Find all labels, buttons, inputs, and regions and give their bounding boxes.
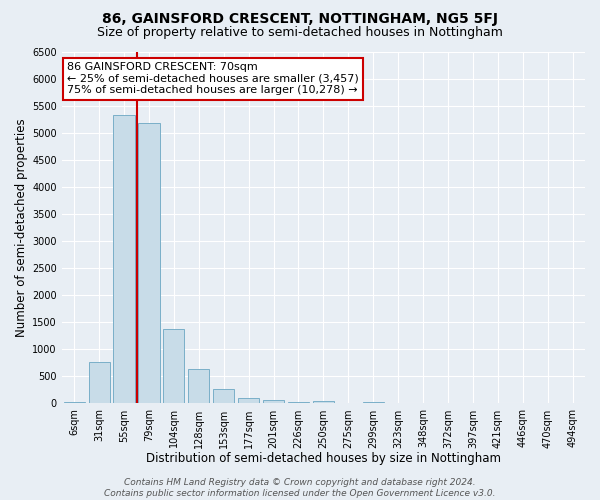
- Bar: [188, 370, 209, 404]
- Bar: [313, 401, 334, 404]
- Bar: [113, 116, 134, 404]
- Bar: [89, 362, 110, 404]
- Text: Contains HM Land Registry data © Crown copyright and database right 2024.
Contai: Contains HM Land Registry data © Crown c…: [104, 478, 496, 498]
- Text: 86 GAINSFORD CRESCENT: 70sqm
← 25% of semi-detached houses are smaller (3,457)
7: 86 GAINSFORD CRESCENT: 70sqm ← 25% of se…: [67, 62, 359, 96]
- Y-axis label: Number of semi-detached properties: Number of semi-detached properties: [15, 118, 28, 337]
- Bar: [263, 400, 284, 404]
- Bar: [139, 123, 160, 404]
- Bar: [288, 402, 309, 404]
- Text: Size of property relative to semi-detached houses in Nottingham: Size of property relative to semi-detach…: [97, 26, 503, 39]
- Text: 86, GAINSFORD CRESCENT, NOTTINGHAM, NG5 5FJ: 86, GAINSFORD CRESCENT, NOTTINGHAM, NG5 …: [102, 12, 498, 26]
- X-axis label: Distribution of semi-detached houses by size in Nottingham: Distribution of semi-detached houses by …: [146, 452, 501, 465]
- Bar: [163, 328, 184, 404]
- Bar: [64, 402, 85, 404]
- Bar: [362, 402, 384, 404]
- Bar: [238, 398, 259, 404]
- Bar: [213, 390, 235, 404]
